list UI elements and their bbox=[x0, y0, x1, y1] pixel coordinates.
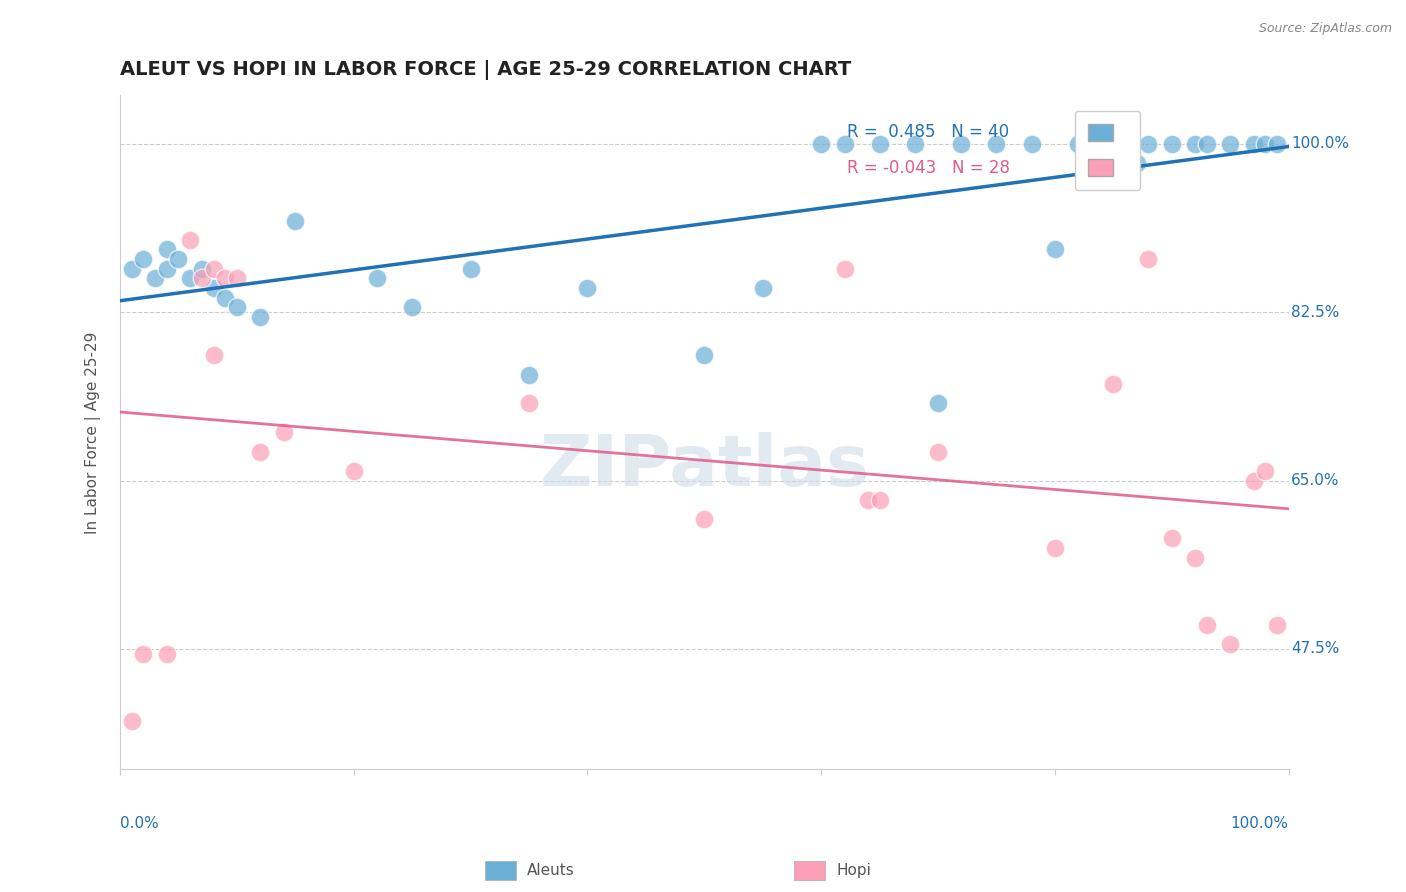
Point bbox=[1102, 136, 1125, 151]
Point bbox=[856, 492, 879, 507]
Point bbox=[1195, 136, 1218, 151]
Point bbox=[1195, 618, 1218, 632]
Point bbox=[1125, 156, 1147, 170]
Text: ZIPatlas: ZIPatlas bbox=[540, 432, 869, 500]
Point bbox=[1021, 136, 1043, 151]
Point bbox=[401, 300, 423, 314]
Point bbox=[1254, 136, 1277, 151]
Point bbox=[1184, 136, 1206, 151]
Text: Hopi: Hopi bbox=[837, 863, 872, 878]
Point bbox=[904, 136, 927, 151]
Point bbox=[214, 271, 236, 285]
Point bbox=[1265, 136, 1288, 151]
Point bbox=[950, 136, 973, 151]
Point bbox=[1102, 377, 1125, 392]
Text: 82.5%: 82.5% bbox=[1291, 304, 1340, 319]
Point bbox=[132, 647, 155, 661]
Point bbox=[156, 243, 179, 257]
Point bbox=[249, 444, 271, 458]
Point bbox=[1137, 136, 1160, 151]
Point bbox=[273, 425, 295, 440]
Point bbox=[1043, 541, 1066, 555]
Point bbox=[343, 464, 366, 478]
Point bbox=[693, 512, 716, 526]
Point bbox=[202, 348, 225, 362]
Point bbox=[121, 714, 143, 729]
Point bbox=[869, 136, 891, 151]
Text: 0.0%: 0.0% bbox=[120, 816, 159, 831]
Point bbox=[191, 271, 214, 285]
Point bbox=[156, 647, 179, 661]
Text: Source: ZipAtlas.com: Source: ZipAtlas.com bbox=[1258, 22, 1392, 36]
Point bbox=[576, 281, 599, 295]
Point bbox=[1219, 136, 1241, 151]
Point bbox=[191, 261, 214, 276]
Legend: , : , bbox=[1076, 111, 1140, 190]
Point bbox=[167, 252, 190, 266]
Point bbox=[834, 136, 856, 151]
Point bbox=[1265, 618, 1288, 632]
Point bbox=[1184, 550, 1206, 565]
Text: R =  0.485   N = 40: R = 0.485 N = 40 bbox=[846, 123, 1010, 142]
Point bbox=[1137, 252, 1160, 266]
Point bbox=[693, 348, 716, 362]
Point bbox=[1160, 531, 1182, 545]
Point bbox=[156, 261, 179, 276]
Point bbox=[810, 136, 832, 151]
Text: 100.0%: 100.0% bbox=[1291, 136, 1348, 151]
Point bbox=[834, 261, 856, 276]
Point bbox=[986, 136, 1008, 151]
Point bbox=[121, 261, 143, 276]
Point bbox=[1067, 136, 1090, 151]
Text: 65.0%: 65.0% bbox=[1291, 473, 1340, 488]
Text: Aleuts: Aleuts bbox=[527, 863, 575, 878]
Point bbox=[927, 396, 949, 410]
Point bbox=[366, 271, 388, 285]
Point bbox=[1160, 136, 1182, 151]
Point bbox=[1043, 243, 1066, 257]
Point bbox=[869, 492, 891, 507]
Point bbox=[202, 281, 225, 295]
Point bbox=[214, 291, 236, 305]
Point bbox=[179, 271, 201, 285]
Point bbox=[225, 300, 247, 314]
Point bbox=[1254, 464, 1277, 478]
Text: ALEUT VS HOPI IN LABOR FORCE | AGE 25-29 CORRELATION CHART: ALEUT VS HOPI IN LABOR FORCE | AGE 25-29… bbox=[120, 60, 851, 79]
Point bbox=[927, 444, 949, 458]
Text: 100.0%: 100.0% bbox=[1230, 816, 1289, 831]
Point bbox=[202, 261, 225, 276]
Point bbox=[517, 368, 540, 382]
Point bbox=[179, 233, 201, 247]
Text: 47.5%: 47.5% bbox=[1291, 641, 1340, 657]
Point bbox=[249, 310, 271, 324]
Text: R = -0.043   N = 28: R = -0.043 N = 28 bbox=[846, 159, 1010, 177]
Point bbox=[1219, 637, 1241, 651]
Point bbox=[1243, 136, 1265, 151]
Point bbox=[284, 213, 307, 227]
Y-axis label: In Labor Force | Age 25-29: In Labor Force | Age 25-29 bbox=[86, 331, 101, 533]
Point bbox=[143, 271, 166, 285]
Point bbox=[1243, 474, 1265, 488]
Point bbox=[132, 252, 155, 266]
Point bbox=[752, 281, 775, 295]
Point bbox=[517, 396, 540, 410]
Point bbox=[460, 261, 482, 276]
Point bbox=[225, 271, 247, 285]
